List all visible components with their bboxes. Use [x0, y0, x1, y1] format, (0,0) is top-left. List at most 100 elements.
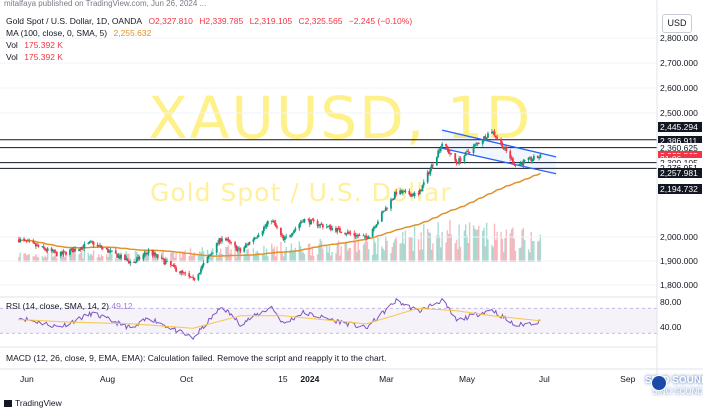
volume-bar [209, 256, 211, 262]
candle [82, 244, 84, 251]
volume-bar [493, 223, 496, 262]
volume-bar [392, 242, 395, 262]
candle [362, 233, 365, 237]
time-axis-label: Jun [20, 374, 34, 384]
volume-bar [217, 257, 219, 262]
volume-bar [79, 252, 82, 262]
candle [200, 266, 202, 275]
volume-bar [246, 249, 248, 262]
volume-bar [474, 228, 476, 262]
candle [316, 219, 319, 229]
currency-button[interactable]: USD [662, 14, 692, 33]
volume-bar [197, 255, 200, 262]
macd-legend[interactable]: MACD (12, 26, close, 9, EMA, EMA): Calcu… [6, 353, 387, 363]
volume-bar [357, 241, 359, 262]
volume-bar [467, 243, 470, 262]
volume-bar [538, 240, 540, 262]
candle [41, 246, 44, 248]
volume-bar [496, 231, 498, 262]
candle [264, 223, 267, 230]
candle [236, 246, 239, 253]
volume-bar [90, 253, 92, 262]
candle [228, 239, 231, 245]
candle [221, 235, 223, 244]
volume-bar [472, 225, 475, 262]
candle [312, 217, 315, 224]
volume-bar [151, 258, 154, 262]
candle [331, 225, 333, 232]
volume-bar [166, 257, 168, 262]
volume-bar [454, 243, 456, 262]
candle [235, 244, 238, 252]
volume-bar [146, 251, 148, 262]
candle [429, 166, 432, 176]
candle [156, 253, 159, 260]
candle [338, 225, 341, 234]
candle [61, 250, 63, 255]
candle [468, 151, 471, 155]
volume-bar [445, 242, 447, 262]
volume-bar [124, 257, 126, 262]
volume-bar [162, 250, 164, 262]
volume-bar [455, 239, 458, 262]
volume-bar [383, 250, 386, 262]
candle [531, 158, 534, 164]
volume-bar [336, 242, 338, 262]
volume-bar [358, 249, 361, 262]
candle [164, 258, 167, 265]
rsi-ma-line [18, 307, 541, 329]
candle [374, 225, 377, 229]
candle [336, 227, 339, 235]
volume-bar [354, 241, 357, 262]
rsi-legend[interactable]: RSI (14, close, SMA, 14, 2) 49.12 [6, 301, 133, 311]
volume-bar [463, 230, 466, 262]
volume-bar [27, 254, 29, 262]
rsi-axis-label: 80.00 [660, 297, 682, 307]
volume-bar [74, 253, 76, 262]
tradingview-logo[interactable]: TradingView [4, 398, 62, 408]
candle [79, 246, 82, 252]
candle [243, 246, 246, 254]
price-axis-label: 1,800.000 [660, 280, 698, 290]
volume-bar [319, 238, 321, 262]
price-grid [0, 37, 657, 286]
volume-bar [447, 233, 450, 262]
volume-bar [23, 253, 25, 262]
volume-bar [134, 251, 137, 262]
volume-bar [70, 251, 72, 262]
candle [91, 240, 94, 244]
candle [367, 235, 370, 239]
volume-bar [219, 248, 222, 262]
candle [519, 160, 522, 167]
volume-bar [466, 235, 468, 262]
candle [262, 225, 265, 234]
price-axis-label: 2,500.000 [660, 108, 698, 118]
volume-bar [335, 253, 337, 262]
legend-ma-row[interactable]: MA (100, close, 0, SMA, 5) 2,255.632 [6, 27, 416, 39]
candle [54, 249, 57, 253]
candle [456, 162, 459, 165]
volume-bar [464, 224, 467, 262]
volume-bar [37, 257, 40, 262]
candle [270, 220, 273, 225]
volume-bar [28, 254, 31, 262]
volume-bar [234, 246, 236, 262]
legend-symbol[interactable]: Gold Spot / U.S. Dollar, 1D, OANDA [6, 16, 143, 26]
candle [135, 256, 138, 264]
volume-bar [65, 257, 67, 262]
candle [383, 210, 386, 212]
channel-lower-line [441, 147, 557, 175]
volume-bar [409, 237, 412, 262]
legend-vol-row-1[interactable]: Vol 175.392 K [6, 39, 416, 51]
candle [217, 240, 219, 246]
volume-bar [419, 249, 421, 262]
volume-bar [212, 248, 214, 262]
volume-bar [239, 247, 241, 262]
volume-bar [365, 237, 367, 262]
legend-vol-row-2[interactable]: Vol 175.392 K [6, 51, 416, 63]
time-axis-label: 15 [278, 374, 288, 384]
volume-bar [191, 255, 193, 262]
volume-bar [349, 247, 352, 262]
candle [155, 253, 158, 258]
volume-bar [98, 254, 100, 262]
